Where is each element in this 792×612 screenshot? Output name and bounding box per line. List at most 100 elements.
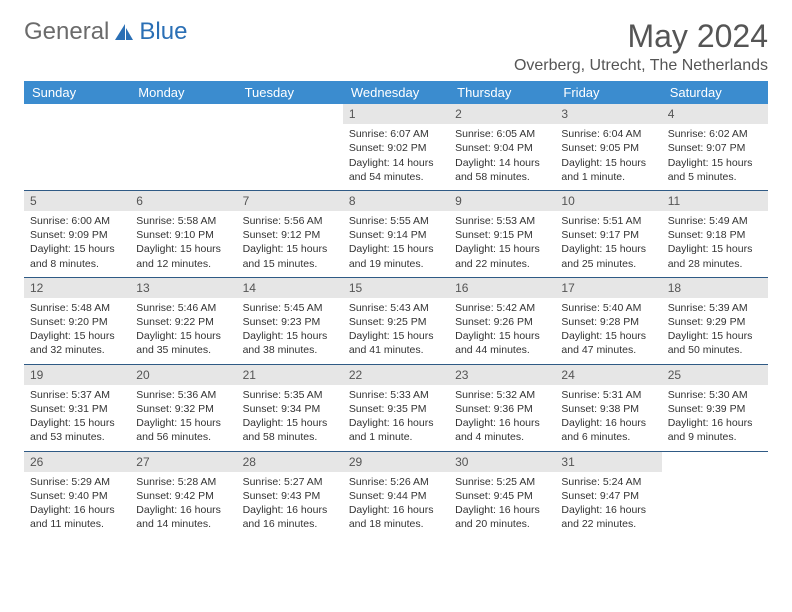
calendar-day-cell: 1 Sunrise: 6:07 AMSunset: 9:02 PMDaylight… [343,104,449,190]
calendar-day-cell: 25 Sunrise: 5:30 AMSunset: 9:39 PMDayligh… [662,364,768,451]
day-number: 5 [24,191,130,211]
calendar-day-cell [24,104,130,190]
calendar-day-cell: 28Sunrise: 5:27 AMSunset: 9:43 PMDayligh… [237,451,343,537]
calendar-day-cell: 31 Sunrise: 5:24 AMSunset: 9:47 PMDayligh… [555,451,661,537]
calendar-day-cell: 23 Sunrise: 5:32 AMSunset: 9:36 PMDayligh… [449,364,555,451]
day-number: 23 [449,365,555,385]
day-number: 15 [343,278,449,298]
day-details: Sunrise: 5:36 AMSunset: 9:32 PMDaylight:… [136,388,230,445]
month-title: May 2024 [514,18,768,55]
calendar-day-cell: 24 Sunrise: 5:31 AMSunset: 9:38 PMDayligh… [555,364,661,451]
day-number: 30 [449,452,555,472]
calendar-week-row: 5 Sunrise: 6:00 AMSunset: 9:09 PMDaylight… [24,190,768,277]
day-number: 22 [343,365,449,385]
day-number: 7 [237,191,343,211]
day-details: Sunrise: 6:00 AMSunset: 9:09 PMDaylight:… [30,214,124,271]
calendar-week-row: 12 Sunrise: 5:48 AMSunset: 9:20 PMDayligh… [24,277,768,364]
calendar-day-cell: 22Sunrise: 5:33 AMSunset: 9:35 PMDayligh… [343,364,449,451]
calendar-day-cell: 2Sunrise: 6:05 AMSunset: 9:04 PMDaylight… [449,104,555,190]
day-details: Sunrise: 5:49 AMSunset: 9:18 PMDaylight:… [668,214,762,271]
logo-text-gray: General [24,18,109,46]
calendar-day-cell: 20Sunrise: 5:36 AMSunset: 9:32 PMDayligh… [130,364,236,451]
calendar-day-cell: 21 Sunrise: 5:35 AMSunset: 9:34 PMDayligh… [237,364,343,451]
calendar-day-cell: 6 Sunrise: 5:58 AMSunset: 9:10 PMDaylight… [130,190,236,277]
logo: General Blue [24,18,187,46]
day-details: Sunrise: 5:31 AMSunset: 9:38 PMDaylight:… [561,388,655,445]
day-number: 14 [237,278,343,298]
day-details: Sunrise: 5:26 AMSunset: 9:44 PMDaylight:… [349,475,443,532]
day-number: 1 [343,104,449,124]
day-number: 4 [662,104,768,124]
logo-text-blue: Blue [139,18,187,46]
day-number: 11 [662,191,768,211]
calendar-day-cell: 8 Sunrise: 5:55 AMSunset: 9:14 PMDaylight… [343,190,449,277]
day-number: 21 [237,365,343,385]
day-details: Sunrise: 5:48 AMSunset: 9:20 PMDaylight:… [30,301,124,358]
calendar-day-cell: 12 Sunrise: 5:48 AMSunset: 9:20 PMDayligh… [24,277,130,364]
day-details: Sunrise: 5:51 AMSunset: 9:17 PMDaylight:… [561,214,655,271]
day-number: 3 [555,104,661,124]
day-details: Sunrise: 5:55 AMSunset: 9:14 PMDaylight:… [349,214,443,271]
calendar-week-row: 26 Sunrise: 5:29 AMSunset: 9:40 PMDayligh… [24,451,768,537]
calendar-day-cell: 13 Sunrise: 5:46 AMSunset: 9:22 PMDayligh… [130,277,236,364]
calendar-day-cell: 9 Sunrise: 5:53 AMSunset: 9:15 PMDaylight… [449,190,555,277]
calendar-day-cell: 16Sunrise: 5:42 AMSunset: 9:26 PMDayligh… [449,277,555,364]
day-details: Sunrise: 5:46 AMSunset: 9:22 PMDaylight:… [136,301,230,358]
weekday-header: Thursday [449,81,555,104]
day-details: Sunrise: 5:32 AMSunset: 9:36 PMDaylight:… [455,388,549,445]
calendar-day-cell: 4 Sunrise: 6:02 AMSunset: 9:07 PMDaylight… [662,104,768,190]
calendar-day-cell [662,451,768,537]
day-number: 13 [130,278,236,298]
day-number: 17 [555,278,661,298]
day-number: 29 [343,452,449,472]
calendar-day-cell: 7 Sunrise: 5:56 AMSunset: 9:12 PMDaylight… [237,190,343,277]
day-details: Sunrise: 5:29 AMSunset: 9:40 PMDaylight:… [30,475,124,532]
day-number: 19 [24,365,130,385]
calendar-week-row: 19Sunrise: 5:37 AMSunset: 9:31 PMDayligh… [24,364,768,451]
calendar-day-cell [130,104,236,190]
calendar-day-cell: 10 Sunrise: 5:51 AMSunset: 9:17 PMDayligh… [555,190,661,277]
day-number: 6 [130,191,236,211]
day-number: 18 [662,278,768,298]
weekday-header: Sunday [24,81,130,104]
calendar-week-row: 1 Sunrise: 6:07 AMSunset: 9:02 PMDaylight… [24,104,768,190]
calendar-day-cell: 3 Sunrise: 6:04 AMSunset: 9:05 PMDaylight… [555,104,661,190]
day-number: 9 [449,191,555,211]
day-details: Sunrise: 5:28 AMSunset: 9:42 PMDaylight:… [136,475,230,532]
day-number: 25 [662,365,768,385]
day-details: Sunrise: 6:07 AMSunset: 9:02 PMDaylight:… [349,127,443,184]
day-details: Sunrise: 5:24 AMSunset: 9:47 PMDaylight:… [561,475,655,532]
day-details: Sunrise: 6:02 AMSunset: 9:07 PMDaylight:… [668,127,762,184]
day-details: Sunrise: 5:35 AMSunset: 9:34 PMDaylight:… [243,388,337,445]
day-details: Sunrise: 5:58 AMSunset: 9:10 PMDaylight:… [136,214,230,271]
day-details: Sunrise: 5:30 AMSunset: 9:39 PMDaylight:… [668,388,762,445]
day-number: 24 [555,365,661,385]
day-details: Sunrise: 5:45 AMSunset: 9:23 PMDaylight:… [243,301,337,358]
day-number: 2 [449,104,555,124]
weekday-header: Monday [130,81,236,104]
day-number: 31 [555,452,661,472]
calendar-day-cell: 17 Sunrise: 5:40 AMSunset: 9:28 PMDayligh… [555,277,661,364]
day-details: Sunrise: 5:53 AMSunset: 9:15 PMDaylight:… [455,214,549,271]
day-number: 16 [449,278,555,298]
day-number: 12 [24,278,130,298]
day-details: Sunrise: 5:25 AMSunset: 9:45 PMDaylight:… [455,475,549,532]
weekday-header: Tuesday [237,81,343,104]
calendar-day-cell: 15Sunrise: 5:43 AMSunset: 9:25 PMDayligh… [343,277,449,364]
day-number: 26 [24,452,130,472]
calendar-day-cell: 27Sunrise: 5:28 AMSunset: 9:42 PMDayligh… [130,451,236,537]
day-number: 10 [555,191,661,211]
calendar-day-cell: 18Sunrise: 5:39 AMSunset: 9:29 PMDayligh… [662,277,768,364]
day-number: 8 [343,191,449,211]
day-details: Sunrise: 5:40 AMSunset: 9:28 PMDaylight:… [561,301,655,358]
calendar-day-cell: 26 Sunrise: 5:29 AMSunset: 9:40 PMDayligh… [24,451,130,537]
calendar-day-cell: 5 Sunrise: 6:00 AMSunset: 9:09 PMDaylight… [24,190,130,277]
weekday-header: Wednesday [343,81,449,104]
calendar-day-cell: 14 Sunrise: 5:45 AMSunset: 9:23 PMDayligh… [237,277,343,364]
title-block: May 2024 Overberg, Utrecht, The Netherla… [514,18,768,75]
header: General Blue May 2024 Overberg, Utrecht,… [24,18,768,75]
day-details: Sunrise: 5:27 AMSunset: 9:43 PMDaylight:… [243,475,337,532]
weekday-header: Saturday [662,81,768,104]
day-details: Sunrise: 6:04 AMSunset: 9:05 PMDaylight:… [561,127,655,184]
day-details: Sunrise: 5:56 AMSunset: 9:12 PMDaylight:… [243,214,337,271]
